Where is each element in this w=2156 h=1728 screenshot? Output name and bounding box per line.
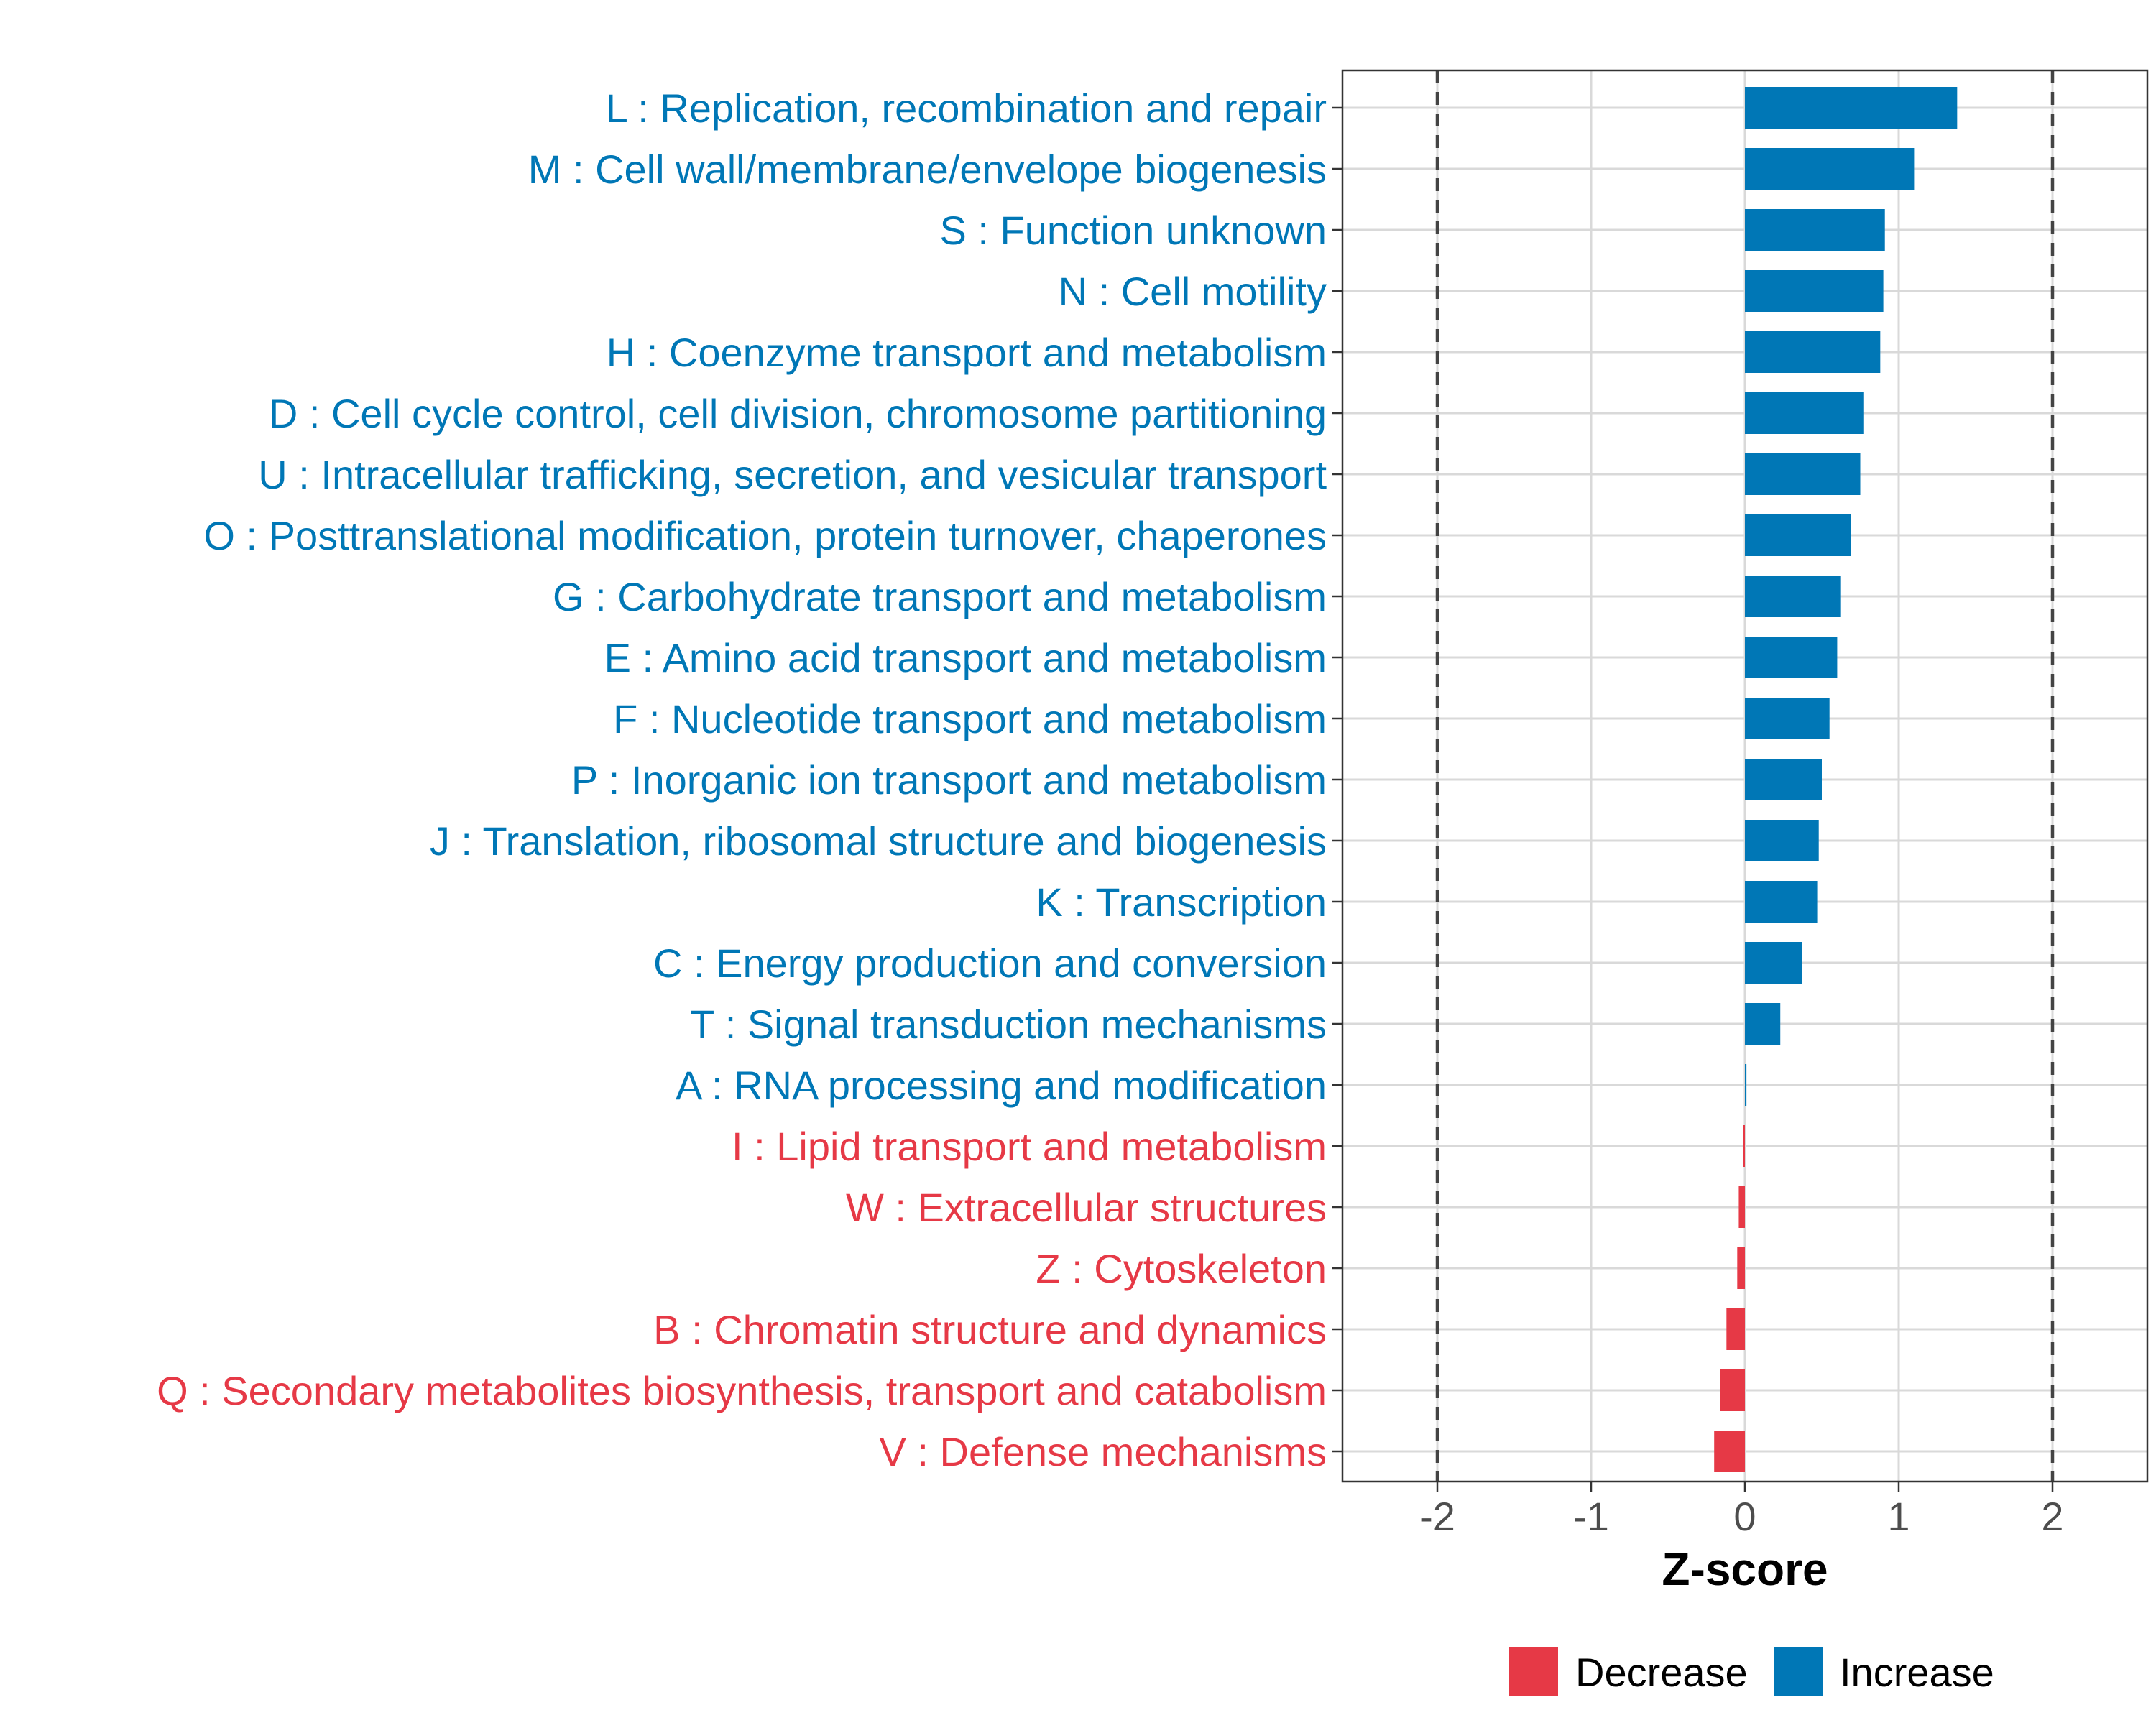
y-tick-label: O : Posttranslational modification, prot… — [203, 513, 1327, 558]
bars-layer — [1714, 87, 1958, 1472]
y-tick-label: F : Nucleotide transport and metabolism — [613, 696, 1327, 741]
y-tick-label: Z : Cytoskeleton — [1036, 1246, 1327, 1291]
x-tick-label: -1 — [1573, 1494, 1609, 1539]
y-tick-label: V : Defense mechanisms — [880, 1429, 1327, 1474]
legend-swatch — [1774, 1647, 1823, 1696]
y-tick-label: J : Translation, ribosomal structure and… — [430, 818, 1327, 864]
bar — [1745, 392, 1864, 434]
x-tick-label: 1 — [1887, 1494, 1909, 1539]
bar — [1745, 270, 1884, 312]
y-tick-label: N : Cell motility — [1059, 269, 1327, 314]
y-tick-label: U : Intracellular trafficking, secretion… — [258, 452, 1327, 497]
bar — [1745, 514, 1851, 556]
bar — [1745, 453, 1861, 495]
legend-swatch — [1509, 1647, 1558, 1696]
y-tick-label: B : Chromatin structure and dynamics — [653, 1307, 1327, 1352]
legend-label: Increase — [1840, 1650, 1994, 1695]
bar — [1745, 1003, 1781, 1045]
reference-lines-layer — [1435, 70, 2055, 1482]
y-tick-label: A : RNA processing and modification — [676, 1063, 1327, 1108]
y-tick-label: D : Cell cycle control, cell division, c… — [269, 391, 1327, 436]
y-tick-label: L : Replication, recombination and repai… — [606, 86, 1327, 131]
legend: Decrease Increase — [1509, 1647, 1994, 1696]
y-tick-label: W : Extracellular structures — [846, 1185, 1327, 1230]
x-tick-label: 2 — [2041, 1494, 2063, 1539]
bar — [1745, 820, 1819, 861]
bar — [1745, 331, 1881, 373]
bar — [1737, 1247, 1745, 1289]
y-tick-label: E : Amino acid transport and metabolism — [604, 635, 1327, 680]
y-tick-label: I : Lipid transport and metabolism — [732, 1124, 1327, 1169]
bar — [1743, 1125, 1745, 1167]
x-tick-label: -2 — [1419, 1494, 1455, 1539]
bar — [1745, 637, 1838, 678]
y-tick-label: G : Carbohydrate transport and metabolis… — [553, 574, 1327, 619]
y-tick-label: S : Function unknown — [939, 208, 1327, 253]
bar — [1745, 759, 1822, 800]
y-tick-label: T : Signal transduction mechanisms — [690, 1002, 1327, 1047]
bar — [1714, 1431, 1745, 1472]
bar — [1726, 1308, 1745, 1350]
y-tick-label: H : Coenzyme transport and metabolism — [607, 330, 1327, 375]
bar — [1745, 148, 1915, 190]
y-tick-label: Q : Secondary metabolites biosynthesis, … — [157, 1368, 1327, 1413]
bar — [1745, 881, 1818, 923]
y-tick-label: K : Transcription — [1036, 879, 1327, 925]
x-axis-title: Z-score — [1662, 1543, 1828, 1595]
y-tick-label: M : Cell wall/membrane/envelope biogenes… — [528, 147, 1327, 192]
x-tick-label: 0 — [1733, 1494, 1756, 1539]
bar — [1745, 209, 1885, 251]
legend-label: Decrease — [1575, 1650, 1748, 1695]
bar — [1720, 1369, 1745, 1411]
y-axis: L : Replication, recombination and repai… — [157, 86, 1342, 1474]
bar — [1738, 1186, 1745, 1228]
y-tick-label: P : Inorganic ion transport and metaboli… — [571, 757, 1327, 803]
bar — [1745, 942, 1802, 984]
x-axis: -2 -1 0 1 2 — [1419, 1482, 2064, 1539]
bar — [1745, 698, 1830, 739]
bar — [1745, 1064, 1747, 1106]
y-tick-label: C : Energy production and conversion — [653, 941, 1327, 986]
bar — [1745, 87, 1958, 129]
bar — [1745, 576, 1841, 617]
